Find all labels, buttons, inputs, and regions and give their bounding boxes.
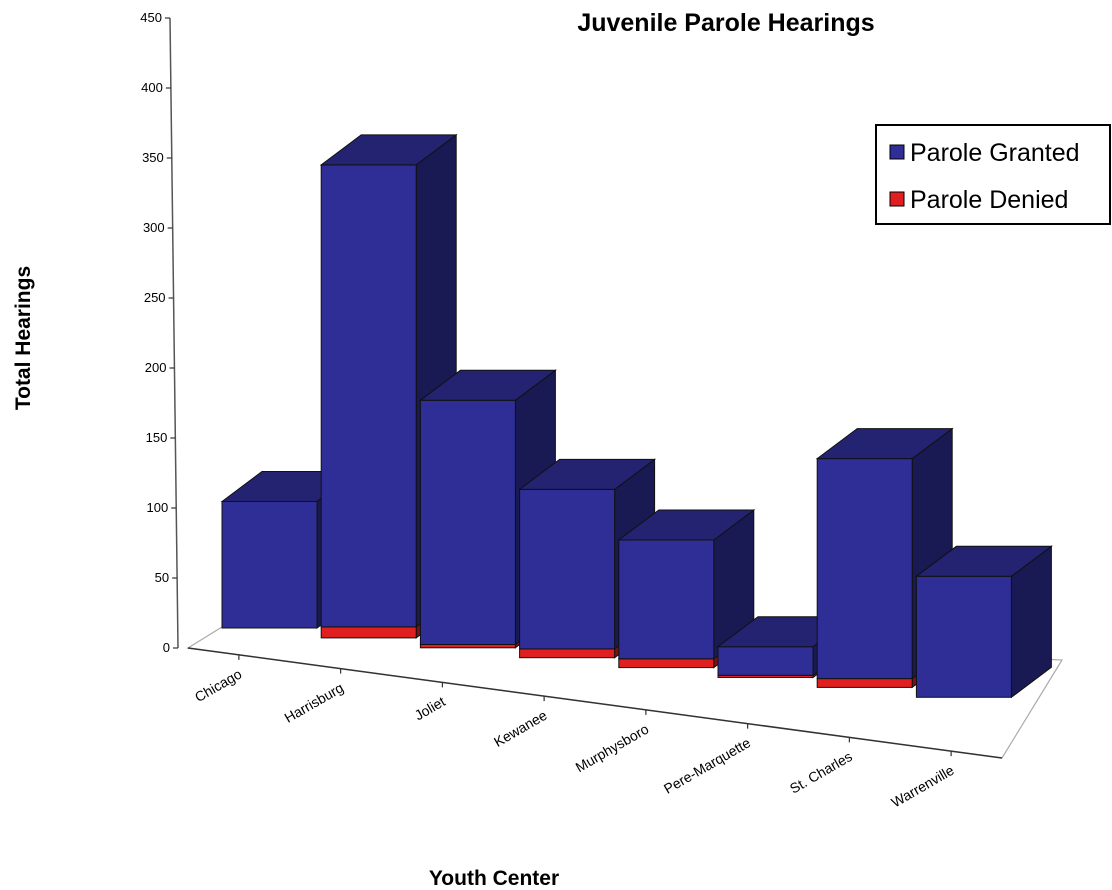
legend-label-granted: Parole Granted [910, 139, 1080, 167]
y-axis-line [169, 17, 179, 649]
y-tick-label: 300 [143, 220, 165, 235]
bar-front [519, 488, 616, 650]
bar-front [519, 648, 616, 659]
bar-front [419, 399, 516, 645]
bar-top [914, 545, 1053, 577]
category-label: Kewanee [491, 707, 550, 750]
bar-granted-4 [617, 509, 756, 660]
bar-top [319, 134, 458, 166]
bar-front [816, 458, 913, 680]
category-label: St. Charles [787, 748, 855, 796]
legend-swatch-granted [889, 144, 905, 160]
bar-front [320, 164, 417, 628]
y-tick-label: 0 [163, 640, 170, 655]
y-tick-label: 450 [140, 10, 162, 25]
bar-front [816, 678, 913, 688]
y-tick-label: 50 [155, 570, 169, 585]
category-label: Chicago [192, 666, 245, 706]
y-tick-label: 350 [142, 150, 164, 165]
bar-front [221, 501, 318, 629]
bar-front [618, 539, 715, 660]
category-label: Murphysboro [573, 721, 652, 776]
category-label: Pere-Marquette [661, 734, 753, 797]
bar-top [815, 428, 954, 460]
bar-front [915, 575, 1012, 698]
bar-front [618, 658, 715, 669]
bar-top [418, 369, 557, 401]
bar-granted-3 [518, 458, 657, 650]
y-tick-label: 400 [141, 80, 163, 95]
y-tick-label: 100 [147, 500, 169, 515]
legend: Parole Granted Parole Denied [875, 124, 1111, 225]
category-label: Warrenville [888, 762, 956, 811]
bar-top [617, 509, 756, 541]
y-tick-label: 200 [145, 360, 167, 375]
legend-swatch-denied [889, 191, 905, 207]
bars [220, 133, 1053, 699]
x-axis-label: Youth Center [429, 867, 559, 890]
bar-front [320, 626, 417, 639]
bar-front [717, 646, 814, 676]
y-axis-label: Total Hearings [12, 266, 35, 410]
legend-box [875, 124, 1111, 225]
y-tick-label: 250 [144, 290, 166, 305]
bar-top [518, 458, 657, 490]
category-label: Harrisburg [282, 679, 347, 726]
category-label: Joliet [412, 693, 448, 723]
axes: 0 50 100 150 200 250 300 350 400 450 [140, 10, 1064, 759]
y-tick-label: 150 [146, 430, 168, 445]
chart-title: Juvenile Parole Hearings [577, 9, 874, 37]
x-axis-line [187, 647, 1003, 759]
legend-label-denied: Parole Denied [910, 186, 1068, 214]
bar-granted-7 [914, 545, 1053, 699]
